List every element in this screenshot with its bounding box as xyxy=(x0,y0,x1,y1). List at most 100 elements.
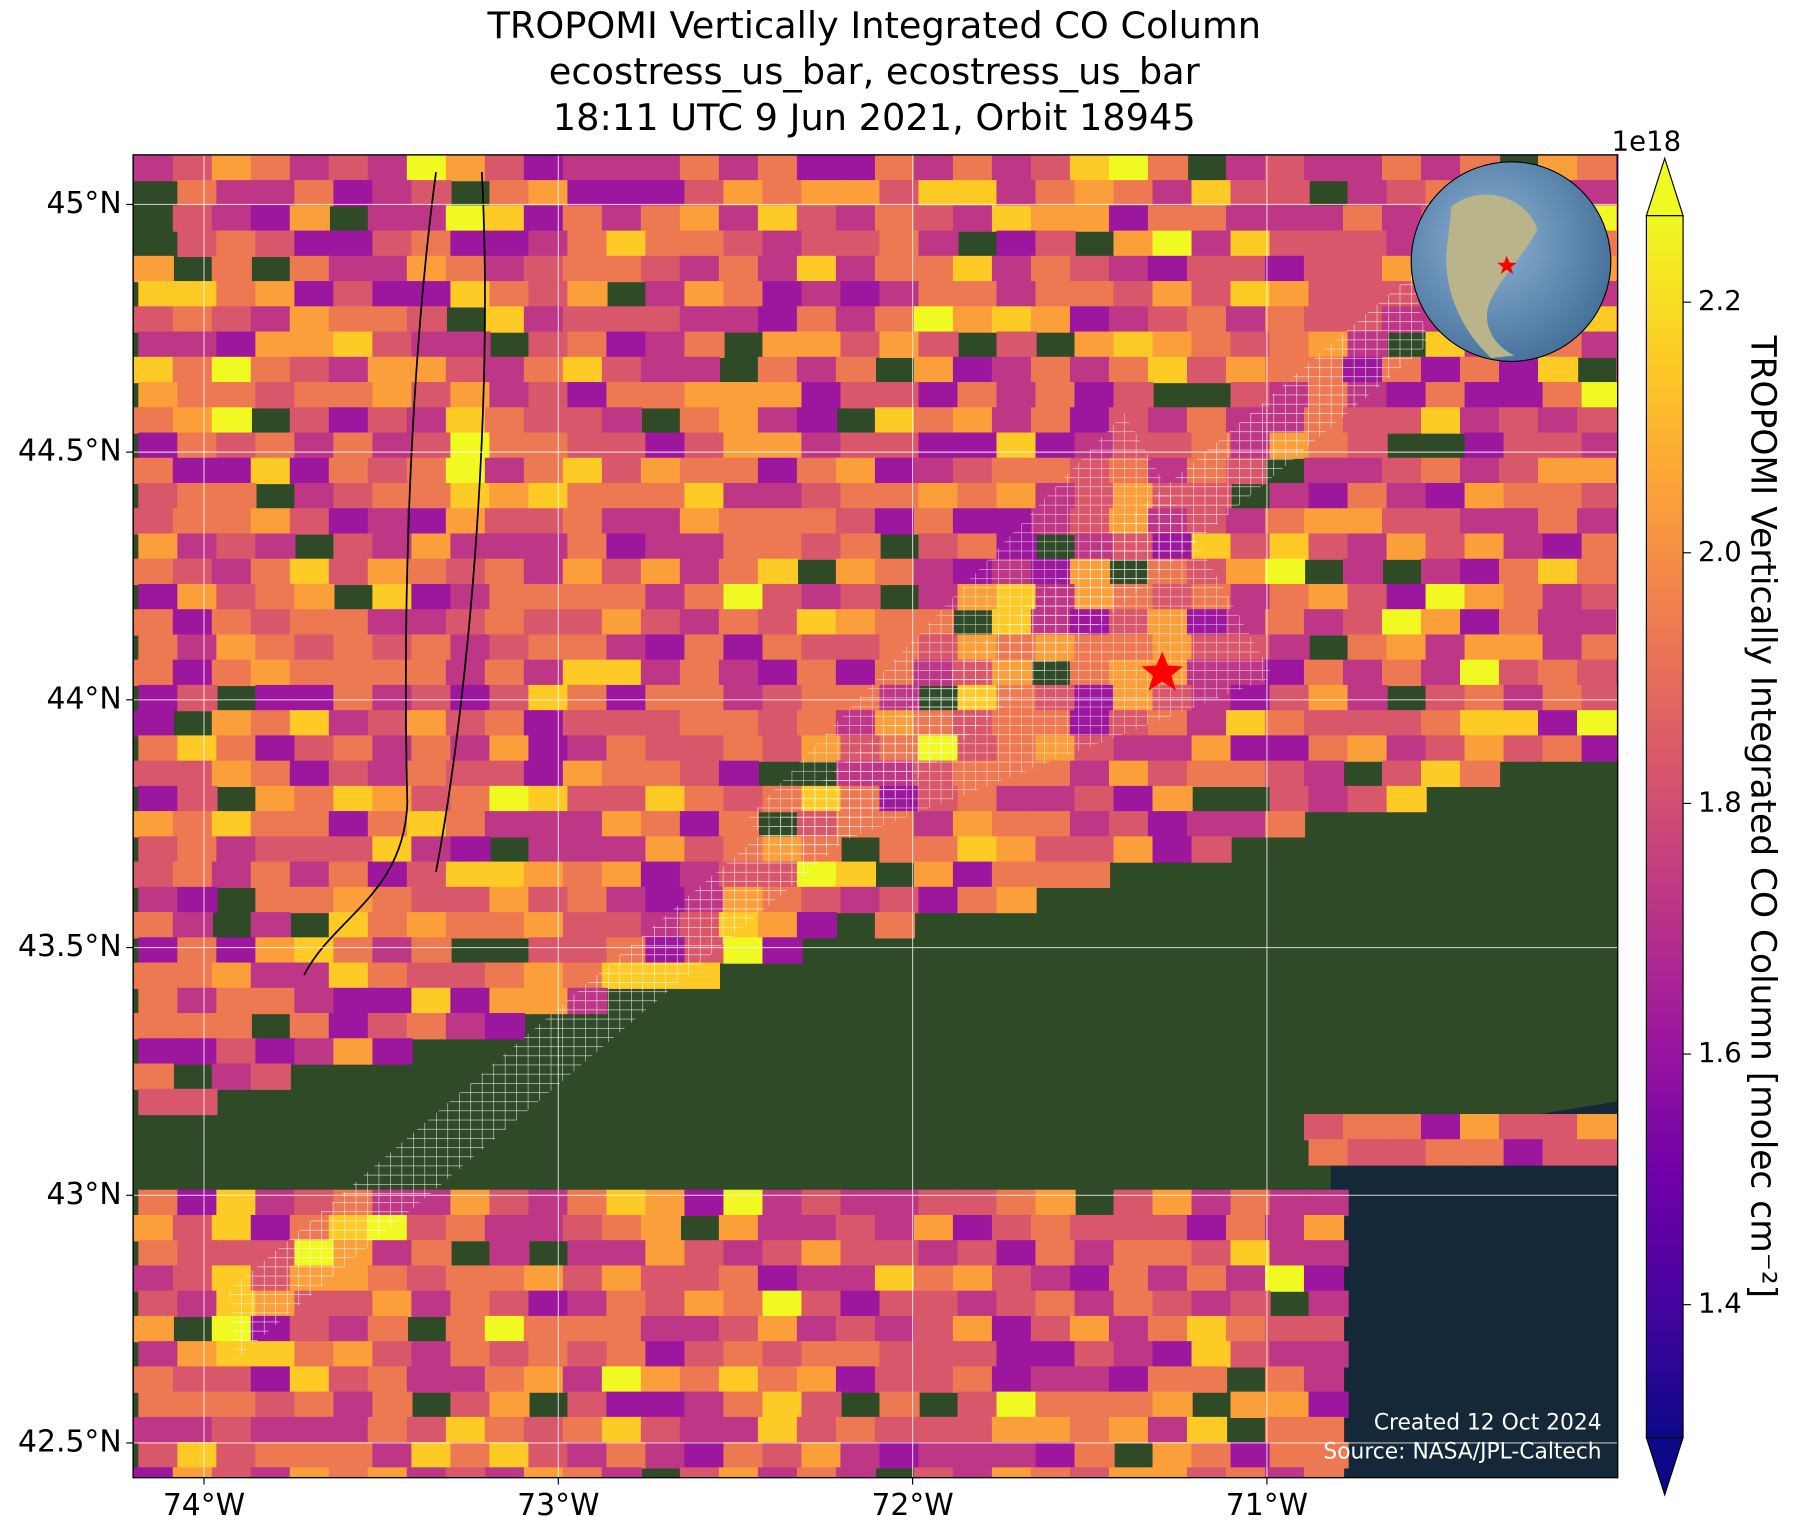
co-cell xyxy=(1498,407,1540,434)
co-cell xyxy=(138,331,179,358)
co-cell xyxy=(835,659,877,687)
co-cell xyxy=(333,382,374,409)
co-cell xyxy=(1035,1189,1076,1217)
co-cell xyxy=(1303,205,1345,232)
co-cell xyxy=(562,1315,603,1343)
co-cell xyxy=(640,1265,681,1292)
co-cell xyxy=(840,533,881,560)
co-cell xyxy=(294,886,335,914)
co-cell xyxy=(606,432,647,459)
co-cell xyxy=(640,659,681,687)
co-cell xyxy=(133,1063,174,1090)
co-cell xyxy=(528,230,569,257)
co-cell xyxy=(1108,760,1150,788)
co-cell xyxy=(879,1189,920,1217)
co-cell xyxy=(211,306,252,333)
co-cell xyxy=(255,735,296,762)
co-cell xyxy=(372,533,413,560)
co-cell xyxy=(1498,1113,1540,1141)
co-cell xyxy=(133,1214,174,1242)
co-cell xyxy=(801,1442,842,1469)
co-cell xyxy=(1542,482,1583,510)
co-cell xyxy=(1538,356,1579,384)
co-cell xyxy=(172,457,213,485)
co-cell xyxy=(1303,255,1345,283)
co-cell xyxy=(372,331,413,358)
co-cell xyxy=(1225,1315,1267,1343)
co-cell xyxy=(835,1315,877,1343)
co-cell xyxy=(1381,205,1423,232)
co-cell xyxy=(684,533,725,560)
co-cell xyxy=(913,1265,955,1292)
co-cell xyxy=(172,407,213,434)
co-cell xyxy=(1074,1341,1115,1368)
co-cell xyxy=(528,180,569,207)
co-cell xyxy=(679,154,721,182)
co-cell xyxy=(1152,836,1193,863)
co-cell xyxy=(255,281,296,308)
co-cell xyxy=(840,1189,881,1217)
co-cell xyxy=(411,583,452,611)
co-cell xyxy=(996,180,1037,207)
co-cell xyxy=(333,180,374,207)
co-cell xyxy=(372,1240,413,1267)
co-cell xyxy=(1074,1290,1115,1318)
co-cell xyxy=(411,1442,452,1469)
co-cell xyxy=(450,1442,491,1469)
co-cell xyxy=(757,457,799,485)
co-cell xyxy=(406,760,447,788)
co-cell xyxy=(606,230,647,257)
co-cell xyxy=(796,1366,838,1393)
co-cell xyxy=(1186,760,1228,788)
co-cell xyxy=(328,1467,369,1478)
co-cell xyxy=(840,230,881,257)
co-cell xyxy=(250,1366,291,1393)
co-cell xyxy=(567,1391,608,1419)
co-cell xyxy=(294,583,335,611)
co-cell xyxy=(1581,331,1618,358)
co-cell xyxy=(1191,1290,1232,1318)
co-cell xyxy=(289,861,330,888)
co-cell xyxy=(1186,356,1228,384)
co-cell xyxy=(1347,634,1388,661)
co-cell xyxy=(1303,1315,1345,1343)
co-cell xyxy=(1425,382,1466,409)
co-cell xyxy=(372,281,413,308)
co-cell xyxy=(996,1391,1037,1419)
co-cell xyxy=(606,735,647,762)
co-cell xyxy=(723,432,764,459)
colorbar-extend-max xyxy=(1645,156,1684,217)
co-cell xyxy=(1269,785,1310,813)
co-cell xyxy=(1230,735,1271,762)
co-cell xyxy=(684,180,725,207)
co-cell xyxy=(601,912,642,939)
co-cell xyxy=(250,1214,291,1242)
co-cell xyxy=(952,407,994,434)
co-cell xyxy=(289,609,330,636)
co-cell xyxy=(489,1290,530,1318)
co-cell xyxy=(1308,785,1349,813)
co-cell xyxy=(289,710,330,737)
co-cell xyxy=(562,154,603,182)
co-cell xyxy=(1269,331,1310,358)
co-cell xyxy=(1191,1442,1232,1469)
co-cell xyxy=(1230,583,1271,611)
co-cell xyxy=(1069,1265,1111,1292)
co-cell xyxy=(294,180,335,207)
co-cell xyxy=(1542,382,1583,409)
co-cell xyxy=(601,1265,642,1292)
co-cell xyxy=(1381,457,1423,485)
co-cell xyxy=(289,1315,330,1343)
co-cell xyxy=(133,811,174,838)
co-cell xyxy=(957,836,998,863)
co-cell xyxy=(757,558,799,586)
co-cell xyxy=(133,861,174,888)
co-cell xyxy=(762,1341,803,1368)
co-cell xyxy=(723,684,764,712)
co-cell xyxy=(328,356,369,384)
co-cell xyxy=(211,255,252,283)
co-cell xyxy=(328,962,369,989)
co-cell xyxy=(762,583,803,611)
co-cell xyxy=(801,382,842,409)
co-cell xyxy=(445,811,486,838)
